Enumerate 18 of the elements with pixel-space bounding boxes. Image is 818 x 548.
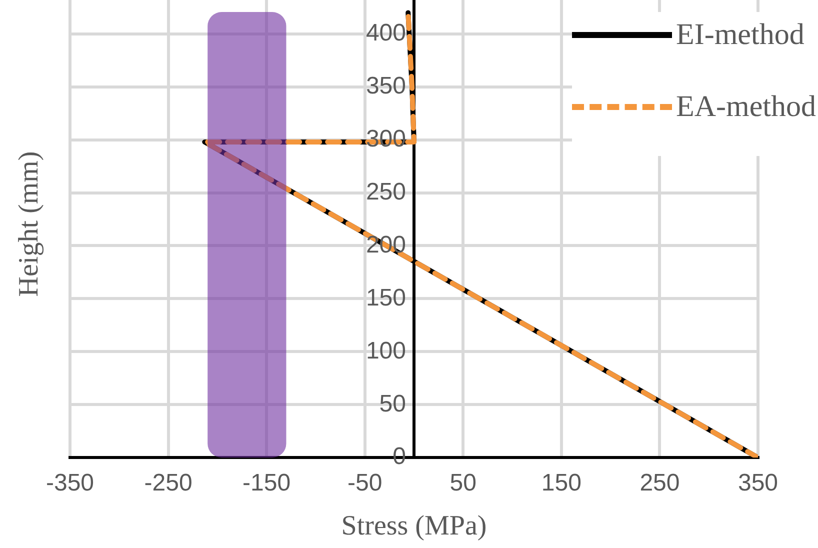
x-tick-label: -150 — [242, 470, 291, 497]
legend-label: EA-method — [676, 90, 816, 124]
legend-label: EI-method — [676, 18, 804, 52]
y-axis-title: Height (mm) — [14, 151, 46, 297]
y-tick-label: 50 — [379, 390, 406, 418]
x-tick-label: 350 — [738, 470, 778, 497]
y-tick-label: 400 — [366, 20, 406, 47]
x-tick-label: -250 — [144, 470, 192, 497]
y-tick-label: 250 — [366, 178, 406, 206]
x-axis-title: Stress (MPa) — [341, 510, 487, 542]
y-tick-label: 350 — [366, 72, 406, 100]
x-tick-label: 150 — [541, 470, 582, 497]
x-tick-label: 50 — [450, 470, 476, 497]
x-tick-label: -50 — [348, 470, 382, 497]
x-tick-label: 250 — [640, 470, 680, 497]
y-tick-label: 100 — [366, 337, 406, 364]
y-tick-label: 150 — [366, 284, 406, 312]
x-tick-label: -350 — [46, 470, 94, 497]
